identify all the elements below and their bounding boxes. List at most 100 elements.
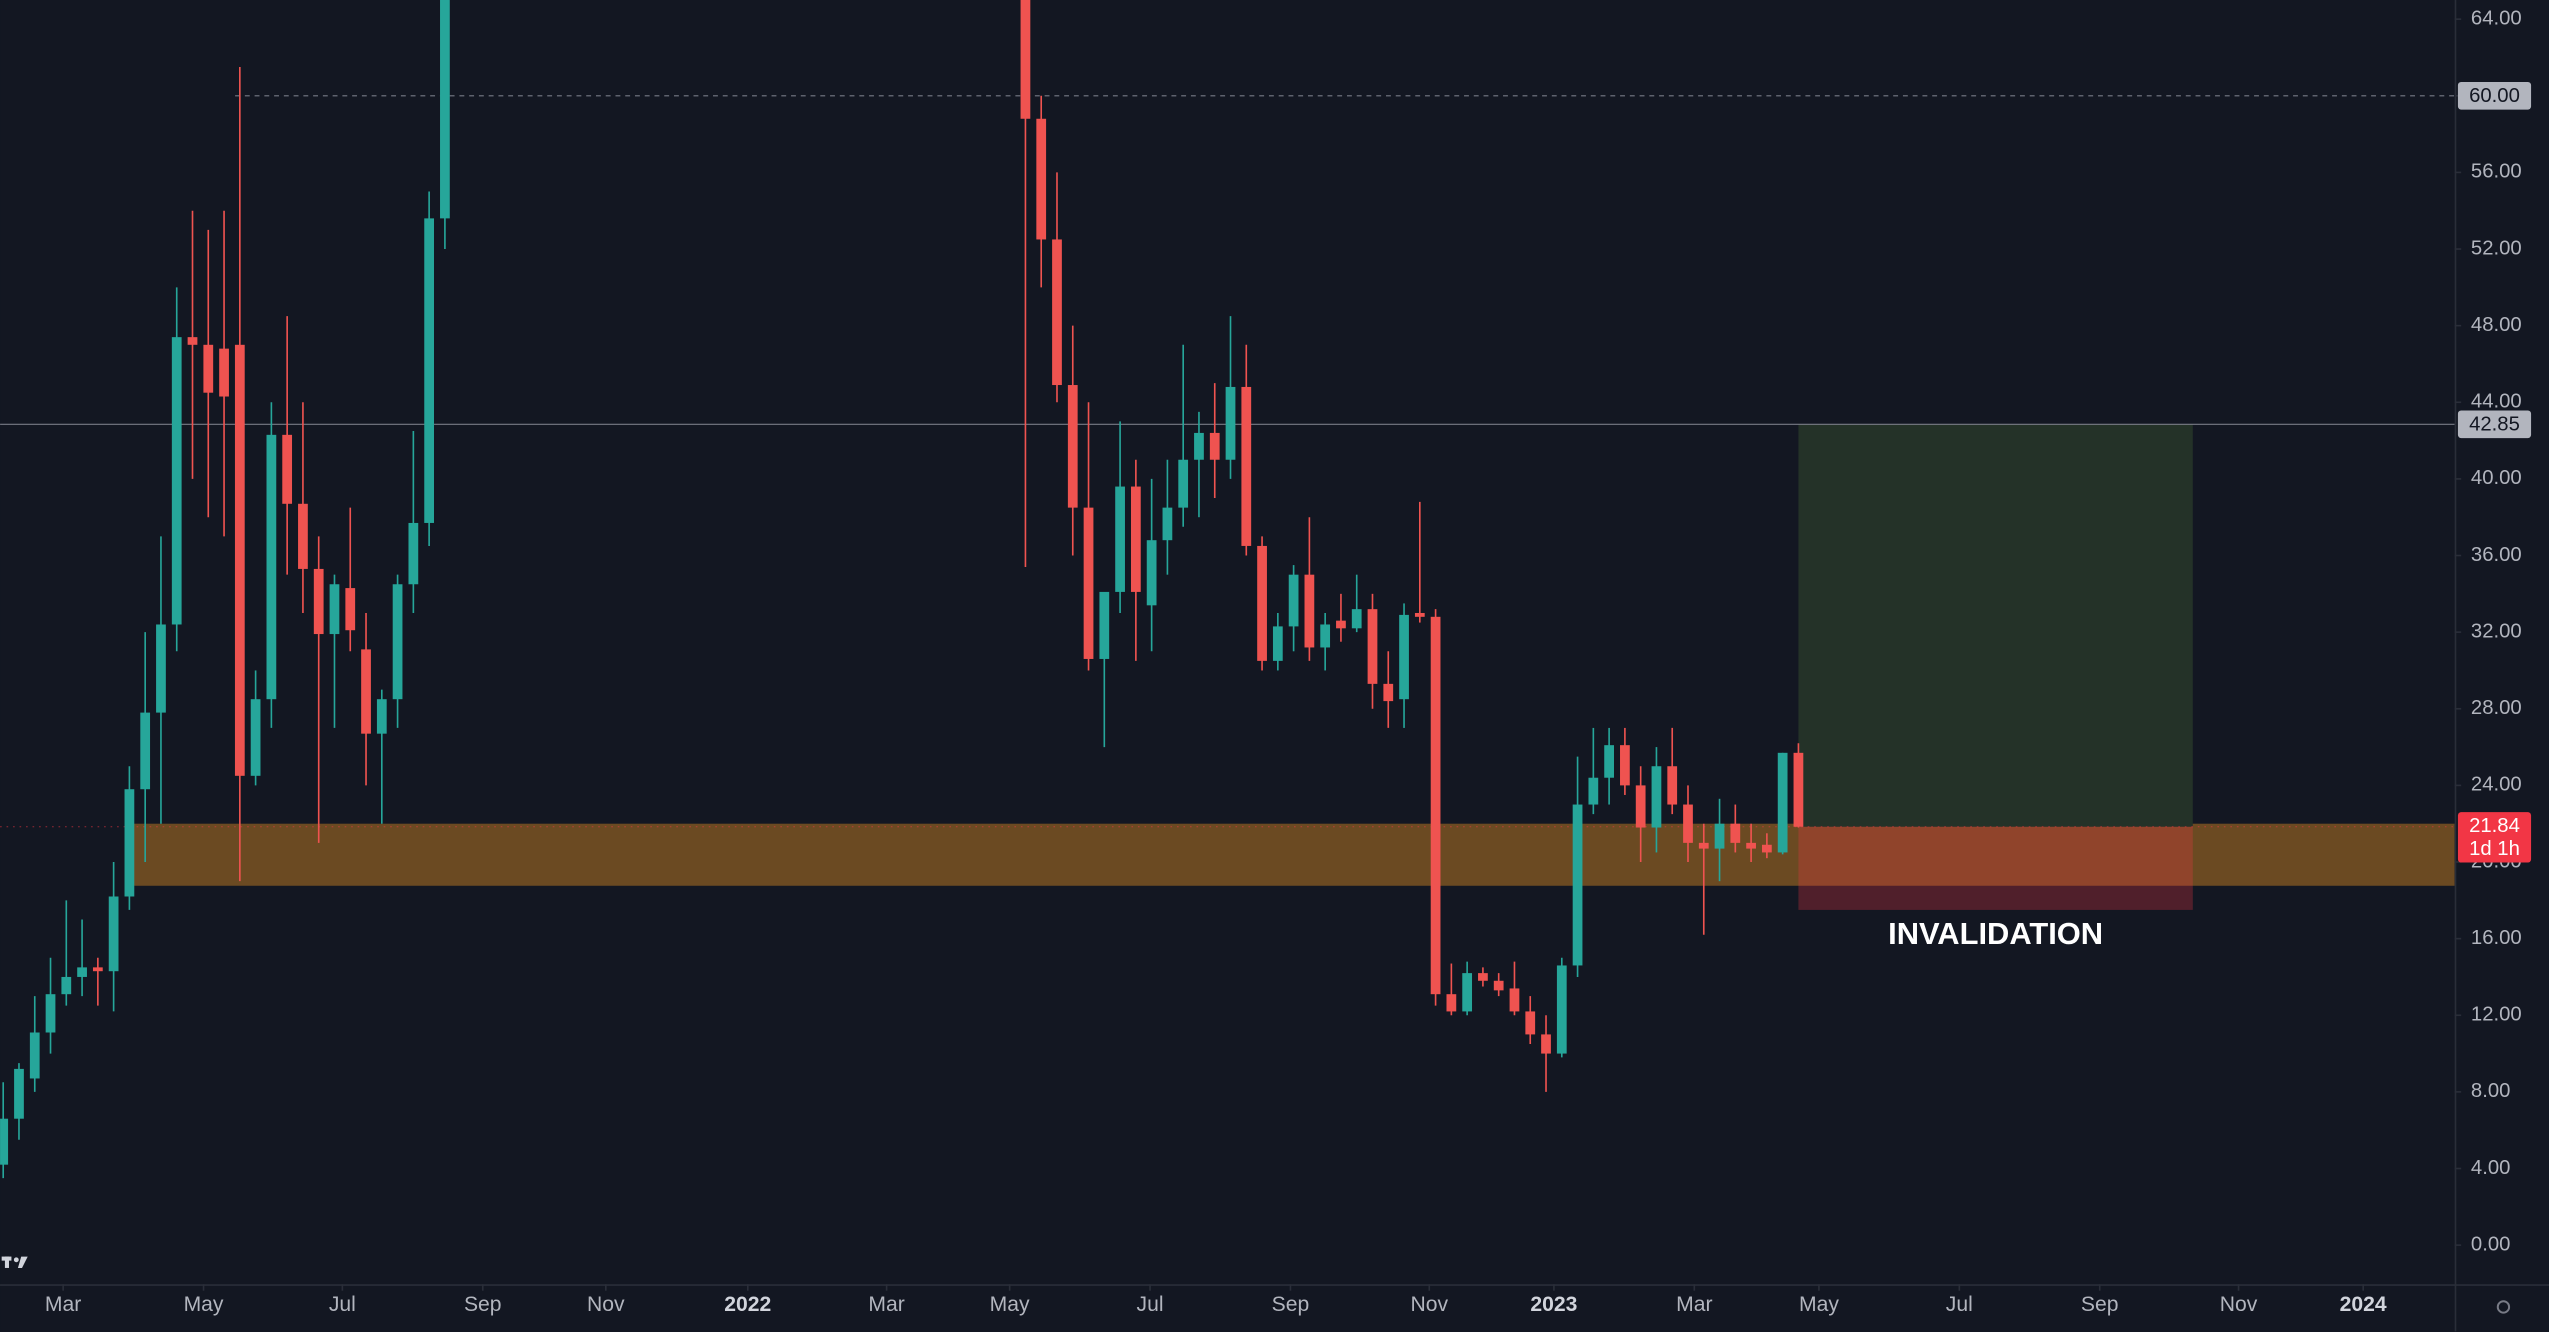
candle-body <box>282 434 293 504</box>
candle-body <box>1793 752 1804 827</box>
candle-body <box>376 699 387 734</box>
candle-body <box>45 994 56 1033</box>
x-tick-label: May <box>990 1293 1030 1316</box>
candle-body <box>1257 545 1267 661</box>
candle-body <box>1635 785 1646 828</box>
x-tick-label: 2022 <box>724 1293 771 1316</box>
settings-icon[interactable] <box>2496 1300 2511 1314</box>
candle-body <box>1383 683 1394 702</box>
candle-body <box>1209 432 1220 460</box>
candle-body <box>1099 591 1110 659</box>
candle-body <box>440 0 450 219</box>
candle-body <box>1288 574 1299 627</box>
candle-body <box>1777 752 1788 853</box>
y-tick-label: 52.00 <box>2471 237 2522 259</box>
candle-body <box>1036 118 1047 240</box>
y-tick-label: 16.00 <box>2471 927 2522 949</box>
candle-body <box>392 584 403 700</box>
y-tick-label: 28.00 <box>2471 697 2522 719</box>
x-tick-label: Mar <box>1676 1293 1712 1316</box>
y-tick-label: 48.00 <box>2471 314 2522 336</box>
candle-body <box>1399 614 1409 700</box>
candle-body <box>1651 766 1662 828</box>
candle-body <box>1067 385 1078 508</box>
candle-body <box>1414 612 1425 617</box>
candle-body <box>1556 965 1567 1054</box>
candle-body <box>1336 620 1346 629</box>
candle-body <box>361 649 371 734</box>
candle-body <box>1225 386 1236 460</box>
y-tick-label: 0.00 <box>2471 1233 2511 1255</box>
candle-body <box>1541 1034 1551 1054</box>
candle-body <box>424 218 435 523</box>
y-tick-label: 12.00 <box>2471 1004 2522 1026</box>
candle-body <box>171 337 182 625</box>
candle-body <box>187 337 198 345</box>
candle-body <box>1714 823 1725 849</box>
candle-body <box>1272 626 1283 661</box>
candle-body <box>1667 766 1678 805</box>
candle-body <box>234 344 245 776</box>
candle-body <box>266 434 277 700</box>
x-tick-label: Nov <box>2220 1293 2258 1316</box>
candle-body <box>1761 844 1772 853</box>
candle-body <box>1146 540 1157 606</box>
x-tick-label: Mar <box>868 1293 904 1316</box>
price-label-bg <box>2457 81 2532 110</box>
x-tick-label: 2023 <box>1530 1293 1577 1316</box>
x-tick-label: 2024 <box>2340 1293 2387 1316</box>
candle-body <box>203 344 214 393</box>
candle-body <box>1083 507 1094 659</box>
candle-body <box>1478 973 1488 981</box>
candle-body <box>408 522 419 585</box>
candle-body <box>29 1032 40 1079</box>
candle-body <box>156 624 166 713</box>
candle-body <box>1194 432 1204 460</box>
candle-body <box>1162 507 1173 541</box>
candle-body <box>1020 0 1031 119</box>
candle-body <box>1698 842 1709 849</box>
y-tick-label: 64.00 <box>2471 8 2522 30</box>
candle-body <box>77 967 87 977</box>
price-label-bg <box>2457 410 2532 439</box>
candle-body <box>1604 745 1614 778</box>
candle-body <box>1320 624 1331 648</box>
candle-body <box>1509 988 1520 1012</box>
candle-body <box>124 789 135 897</box>
candle-body <box>1462 973 1473 1012</box>
current-price-bg <box>2457 812 2532 863</box>
countdown-label: 1d 1h <box>2469 838 2520 860</box>
candle-body <box>0 1118 9 1165</box>
y-tick-label: 44.00 <box>2471 391 2522 413</box>
candle-body <box>219 348 229 397</box>
candle-body <box>1572 804 1583 966</box>
candle-body <box>1683 804 1693 843</box>
candle-body <box>1588 777 1599 805</box>
candle-body <box>1430 616 1441 995</box>
candle-body <box>298 503 308 569</box>
candle-body <box>61 976 72 995</box>
x-tick-label: Sep <box>464 1293 502 1316</box>
target-zone <box>1798 424 2193 827</box>
candle-body <box>313 568 324 635</box>
candle-body <box>1241 386 1252 546</box>
x-tick-label: Jul <box>1137 1293 1164 1316</box>
logo <box>1 1256 28 1268</box>
candle-body <box>1446 994 1457 1012</box>
y-tick-label: 8.00 <box>2471 1080 2511 1102</box>
candle-body <box>140 712 151 790</box>
y-tick-label: 56.00 <box>2471 161 2522 183</box>
price-label: 42.85 <box>2469 413 2520 435</box>
candle-body <box>345 588 356 631</box>
candle-body <box>1620 745 1630 786</box>
candle-body <box>1367 609 1378 684</box>
candle-body <box>108 896 119 972</box>
y-tick-label: 36.00 <box>2471 544 2522 566</box>
candle-body <box>1351 609 1362 629</box>
x-tick-label: Mar <box>45 1293 81 1316</box>
candle-body <box>1115 486 1125 592</box>
candle-body <box>1493 980 1504 991</box>
x-tick-label: Jul <box>329 1293 356 1316</box>
candle-body <box>1730 823 1741 843</box>
